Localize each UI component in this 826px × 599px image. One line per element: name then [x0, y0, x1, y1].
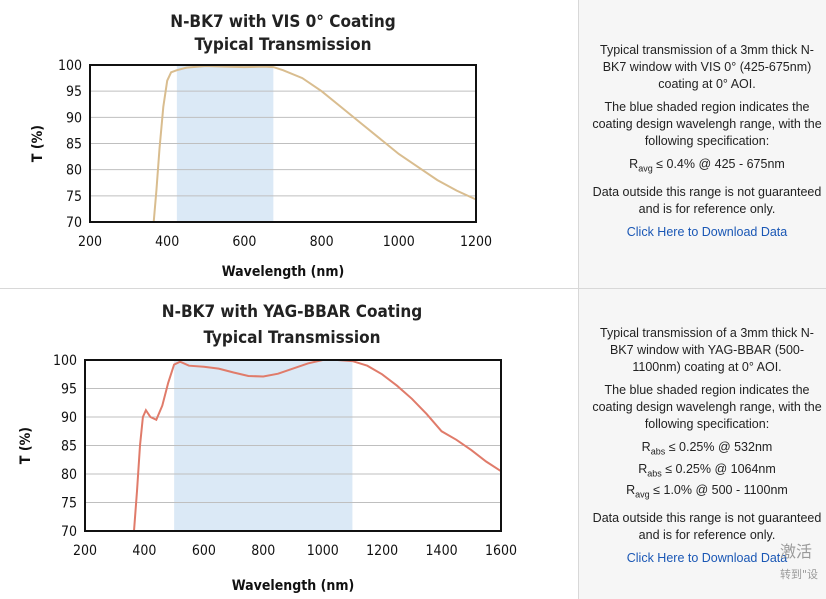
y-tick-label: 80 — [61, 467, 77, 483]
x-tick-label: 400 — [155, 234, 179, 250]
description-panel-yag-bbar: Typical transmission of a 3mm thick N-BK… — [579, 289, 826, 599]
description-text: Typical transmission of a 3mm thick N-BK… — [600, 43, 814, 91]
y-tick-label: 75 — [66, 189, 82, 205]
y-tick-label: 90 — [66, 110, 82, 126]
y-tick-label: 95 — [61, 382, 77, 398]
chart-panel-vis0: N-BK7 with VIS 0° Coating Typical Transmi… — [0, 0, 579, 288]
plot-frame — [89, 64, 477, 223]
description-block-yag-bbar: Typical transmission of a 3mm thick N-BK… — [591, 325, 823, 573]
spec-list: Ravg ≤ 0.4% @ 425 - 675nm — [591, 156, 823, 178]
description-text: Typical transmission of a 3mm thick N-BK… — [600, 326, 814, 374]
transmission-line — [152, 64, 477, 223]
y-axis-label: T (%) — [18, 427, 34, 464]
watermark-line-2: 转到"设 — [780, 568, 819, 581]
chart-title-line-1: N-BK7 with YAG-BBAR Coating — [162, 302, 422, 322]
y-tick-label: 100 — [53, 353, 77, 369]
x-tick-label: 800 — [310, 234, 334, 250]
download-data-link[interactable]: Click Here to Download Data — [626, 550, 788, 565]
y-tick-label: 85 — [61, 439, 77, 455]
spec-line: Rabs ≤ 0.25% @ 1064nm — [638, 461, 776, 479]
chart-panel-yag-bbar: N-BK7 with YAG-BBAR Coating Typical Trans… — [0, 289, 579, 599]
watermark-line-1: 激活 — [780, 542, 813, 561]
x-tick-label: 1200 — [460, 234, 492, 250]
chart-title-line-1: N-BK7 with VIS 0° Coating — [170, 12, 395, 32]
chart-title-line-2: Typical Transmission — [195, 35, 372, 55]
x-tick-label: 1400 — [426, 543, 458, 559]
description-block-vis0: Typical transmission of a 3mm thick N-BK… — [591, 42, 823, 247]
transmission-line — [133, 359, 502, 532]
x-tick-label: 1000 — [383, 234, 415, 250]
disclaimer-text: Data outside this range is not guarantee… — [592, 510, 822, 542]
y-tick-label: 75 — [61, 496, 77, 512]
chart-vis0: N-BK7 with VIS 0° Coating Typical Transmi… — [30, 12, 492, 280]
chart-title-line-2: Typical Transmission — [204, 328, 381, 348]
y-axis-label: T (%) — [30, 125, 46, 162]
shaded-region-note: The blue shaded region indicates the coa… — [592, 100, 822, 148]
x-tick-label: 1000 — [307, 543, 339, 559]
chart-yag-bbar: N-BK7 with YAG-BBAR Coating Typical Trans… — [18, 302, 517, 594]
x-tick-label: 1600 — [485, 543, 517, 559]
x-axis-label: Wavelength (nm) — [232, 578, 354, 594]
x-tick-label: 600 — [232, 234, 256, 250]
x-tick-label: 200 — [78, 234, 102, 250]
spec-line: Ravg ≤ 0.4% @ 425 - 675nm — [629, 157, 785, 174]
description-panel-vis0: Typical transmission of a 3mm thick N-BK… — [579, 0, 826, 288]
chart-row-vis0: N-BK7 with VIS 0° Coating Typical Transmi… — [0, 0, 826, 289]
activation-watermark: 激活 转到"设 — [780, 538, 818, 582]
x-tick-label: 800 — [251, 543, 275, 559]
y-tick-label: 70 — [61, 524, 77, 540]
x-axis-label: Wavelength (nm) — [222, 264, 344, 280]
x-tick-label: 1200 — [366, 543, 398, 559]
plot-frame — [84, 359, 502, 532]
spec-line: Ravg ≤ 1.0% @ 500 - 1100nm — [626, 483, 788, 500]
download-data-link[interactable]: Click Here to Download Data — [626, 224, 788, 239]
y-tick-label: 80 — [66, 163, 82, 179]
x-tick-label: 400 — [132, 543, 156, 559]
y-tick-label: 85 — [66, 137, 82, 153]
chart-row-yag-bbar: N-BK7 with YAG-BBAR Coating Typical Trans… — [0, 289, 826, 599]
x-tick-label: 600 — [192, 543, 216, 559]
x-tick-label: 200 — [73, 543, 97, 559]
disclaimer-text: Data outside this range is not guarantee… — [592, 184, 822, 216]
spec-list: Rabs ≤ 0.25% @ 532nm Rabs ≤ 0.25% @ 1064n… — [591, 439, 823, 504]
y-tick-label: 100 — [58, 58, 82, 74]
shaded-region-note: The blue shaded region indicates the coa… — [592, 383, 822, 431]
spec-line: Rabs ≤ 0.25% @ 532nm — [641, 440, 773, 457]
y-tick-label: 70 — [66, 215, 82, 231]
y-tick-label: 95 — [66, 84, 82, 100]
y-tick-label: 90 — [61, 410, 77, 426]
